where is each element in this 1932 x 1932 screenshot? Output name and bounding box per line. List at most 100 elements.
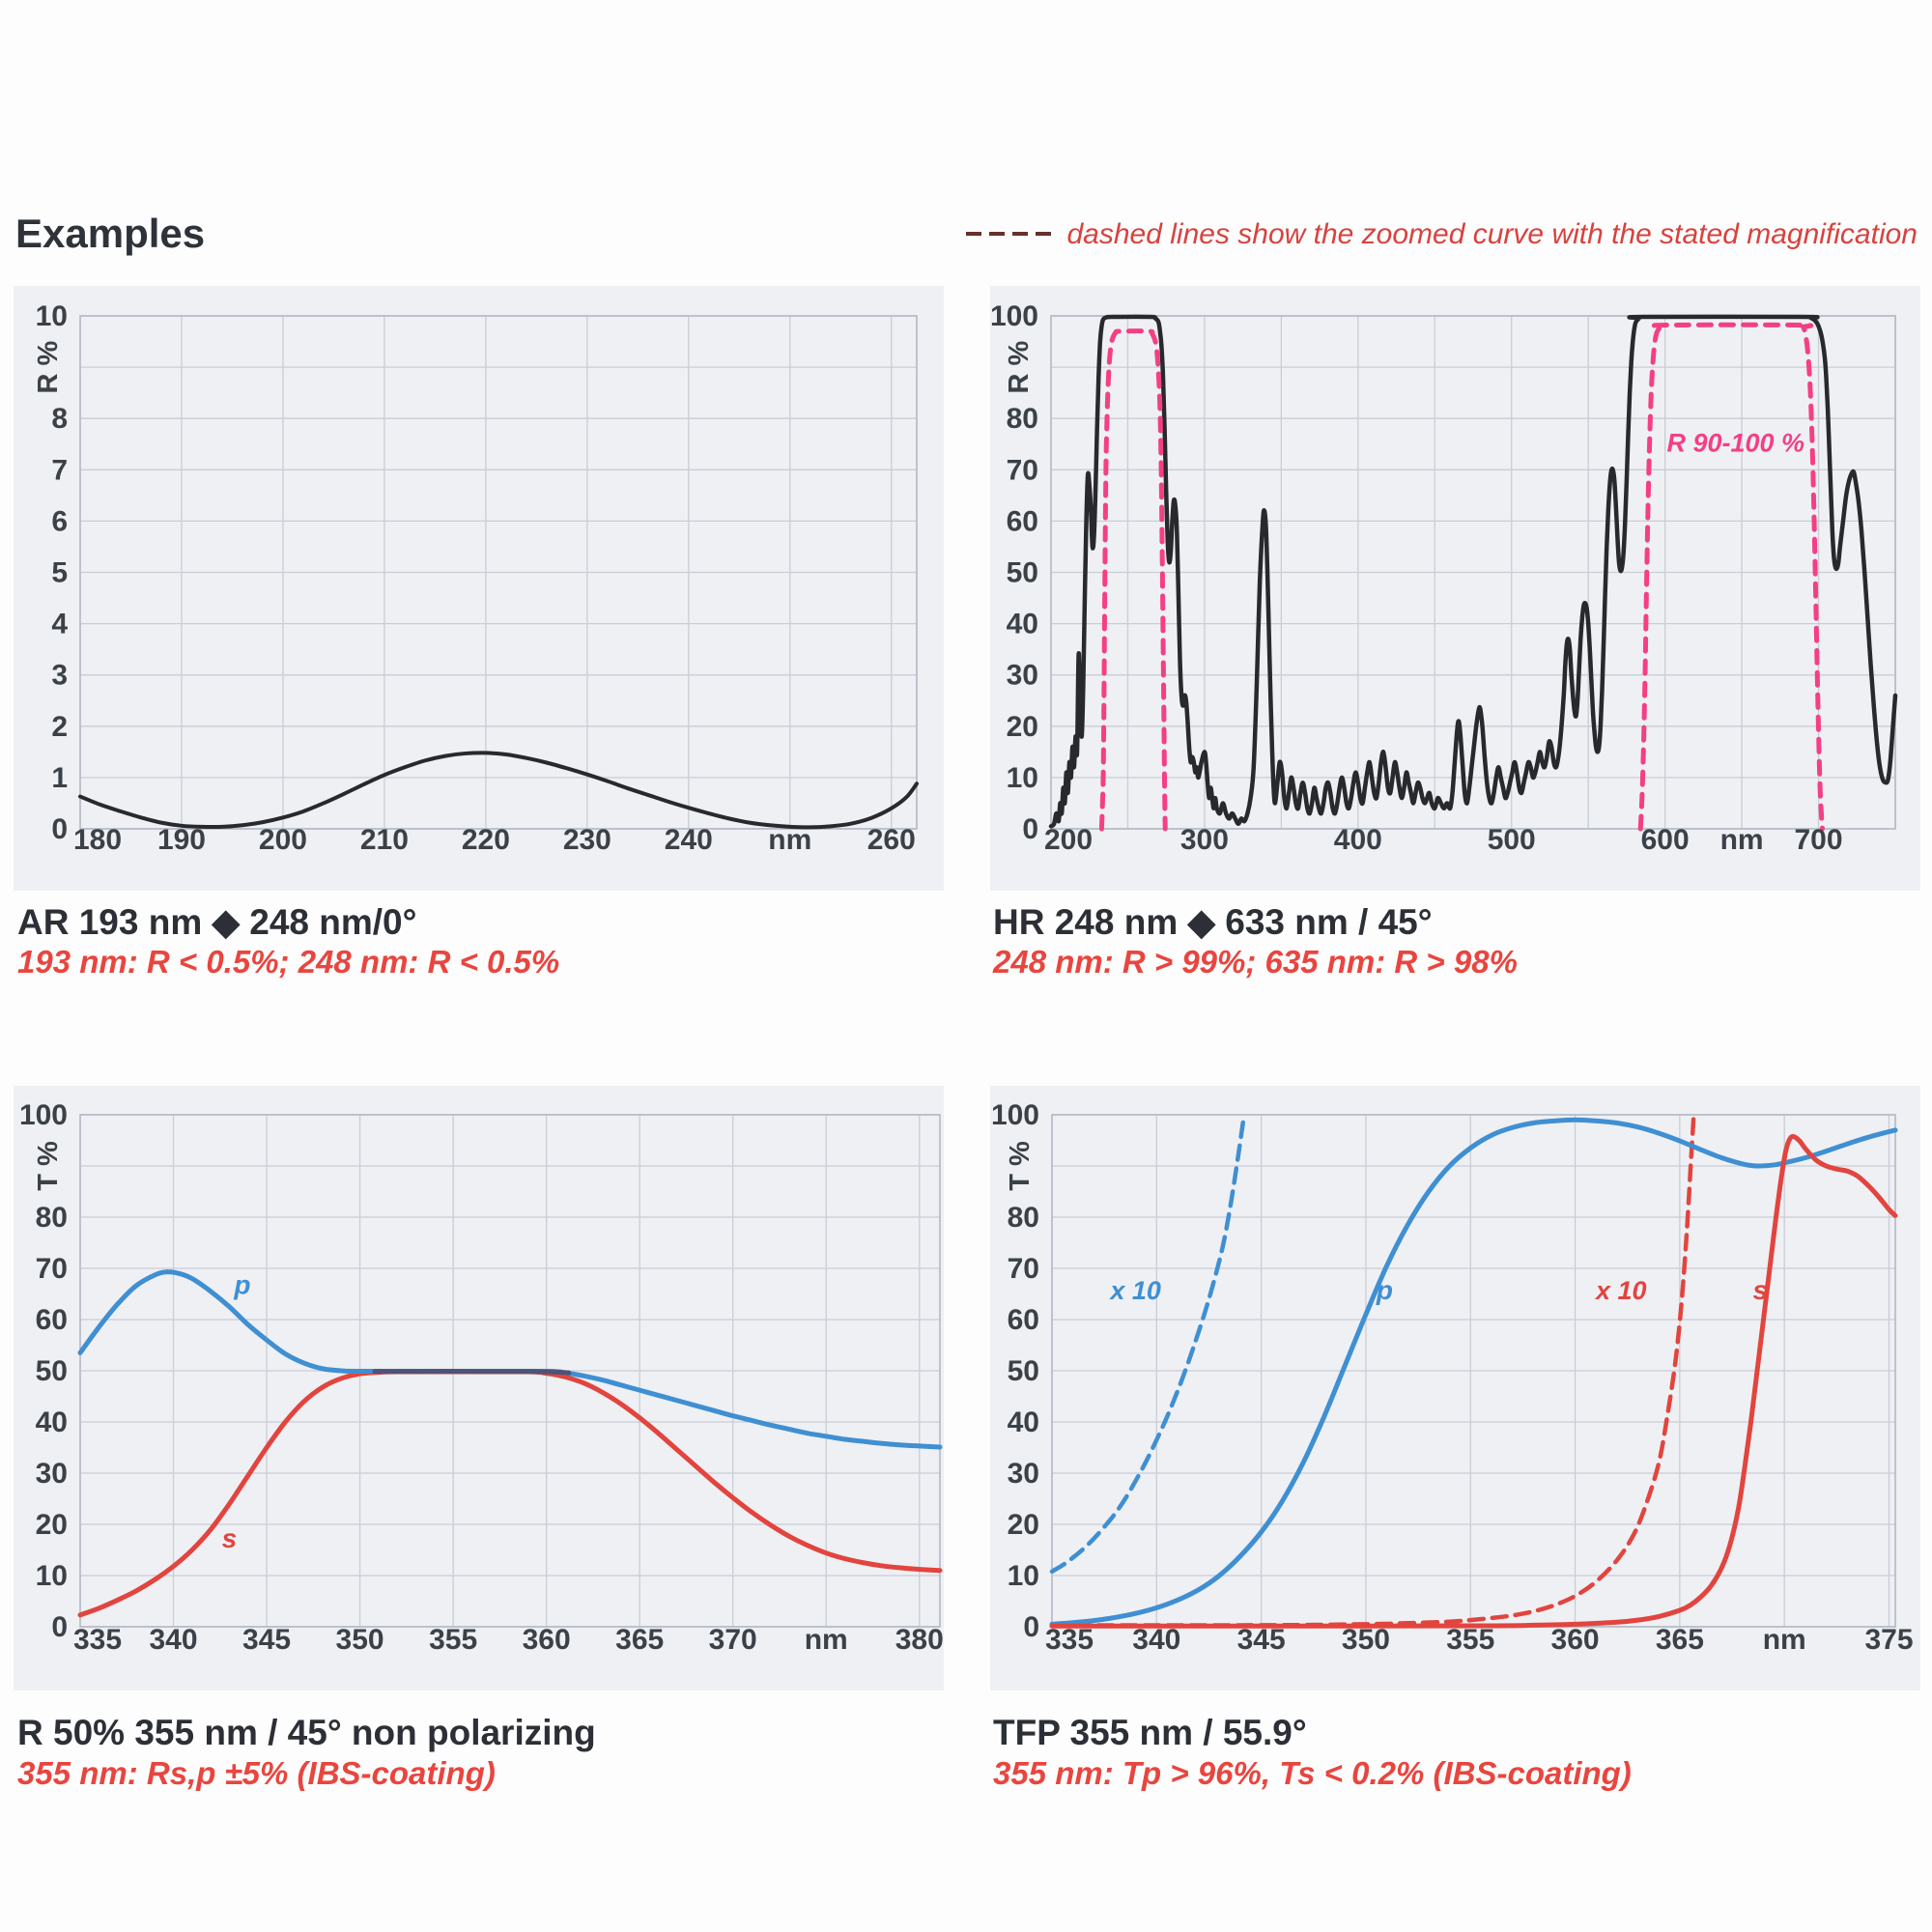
y-tick-label: 60 xyxy=(36,1304,68,1336)
x-tick-label: 300 xyxy=(1180,824,1229,856)
caption-title-npbs: R 50% 355 nm / 45° non polarizing xyxy=(17,1713,596,1752)
y-tick-label: 20 xyxy=(36,1509,68,1541)
series-p xyxy=(77,1269,943,1450)
x-tick-label: 200 xyxy=(1044,824,1093,856)
caption-title-tfp: TFP 355 nm / 55.9° xyxy=(993,1713,1307,1752)
chart-svg-1: 200 300 400 500 600 nm 700 0 10 20 30 40 50 60 70 80 100… xyxy=(990,300,1898,856)
y-tick-label: 2 xyxy=(51,711,68,743)
series-s-x10 xyxy=(1049,1112,1696,1628)
x-tick-label: 340 xyxy=(1132,1624,1180,1656)
x-tick-label: 350 xyxy=(1342,1624,1390,1656)
y-tick-label: 70 xyxy=(1008,1253,1039,1285)
x-tick-label: nm xyxy=(1763,1624,1806,1656)
curve-label-s: s xyxy=(222,1523,238,1553)
x-tick-label: 360 xyxy=(1551,1624,1600,1656)
y-tick-label: 30 xyxy=(1007,660,1038,692)
caption-spec-ar: 193 nm: R < 0.5%; 248 nm: R < 0.5% xyxy=(17,944,560,980)
x-tick-label: 345 xyxy=(1237,1624,1286,1656)
y-tick-label: 50 xyxy=(1007,557,1038,589)
legend: dashed lines show the zoomed curve with … xyxy=(964,218,1918,251)
y-tick-label: 40 xyxy=(1008,1406,1039,1438)
x-tick-label: nm xyxy=(1720,824,1764,856)
x-tick-label: 345 xyxy=(242,1624,291,1656)
series-r-zoomed-90-100- xyxy=(1098,328,1168,832)
x-tick-label: 365 xyxy=(615,1624,664,1656)
series-p xyxy=(1049,1117,1898,1627)
series-r xyxy=(1048,314,1898,829)
y-tick-label: 0 xyxy=(1023,1611,1039,1643)
x-tick-label: 200 xyxy=(259,824,307,856)
x-tick-label: 400 xyxy=(1334,824,1382,856)
y-tick-label: 60 xyxy=(1008,1304,1039,1336)
caption-spec-hr: 248 nm: R > 99%; 635 nm: R > 98% xyxy=(993,944,1518,980)
y-tick-label: 40 xyxy=(1007,609,1038,640)
y-tick-label: 50 xyxy=(36,1355,68,1387)
x-tick-label: 365 xyxy=(1656,1624,1704,1656)
x-tick-label: 500 xyxy=(1488,824,1536,856)
y-tick-label: 3 xyxy=(51,660,68,692)
series-s xyxy=(77,1369,943,1618)
chart-panel-tfp: 335 340 345 350 355 360 365 nm 375 0 10 20 30 40 50 60 7… xyxy=(990,1086,1920,1690)
y-tick-label: 6 xyxy=(51,505,68,537)
x-tick-label: 190 xyxy=(157,824,206,856)
y-axis-title: R % xyxy=(1004,340,1035,393)
x-tick-label: 700 xyxy=(1795,824,1843,856)
y-tick-label: 40 xyxy=(36,1406,68,1438)
chart-panel-ar: 180 190 200 210 220 230 240 nm 260 0 1 2 3 4 5 6 7 8 10 R % xyxy=(14,286,944,891)
dashed-line-icon xyxy=(964,226,1054,243)
series-s xyxy=(1049,1133,1898,1629)
y-tick-label: 50 xyxy=(1008,1355,1039,1387)
y-tick-label: 10 xyxy=(36,1560,68,1592)
chart-svg-2: 335 340 345 350 355 360 365 370 nm 380 0 10 20 30 40 50… xyxy=(19,1099,944,1656)
series-s-p-overlap xyxy=(372,1369,572,1376)
x-tick-label: 335 xyxy=(73,1624,122,1656)
y-tick-label: 7 xyxy=(51,454,68,486)
chart-svg-3: 335 340 345 350 355 360 365 nm 375 0 10 20 30 40 50 60 7… xyxy=(991,1099,1914,1656)
curve-label-p: p xyxy=(233,1270,250,1300)
y-axis-title: T % xyxy=(1005,1141,1036,1191)
x-tick-label: 375 xyxy=(1864,1624,1913,1656)
plot-border xyxy=(79,1114,941,1628)
x-tick-label: 230 xyxy=(563,824,611,856)
y-tick-label: 80 xyxy=(36,1202,68,1234)
plot-border xyxy=(1050,315,1896,830)
series-p-x10 xyxy=(1049,1112,1247,1575)
y-tick-label: 70 xyxy=(36,1253,68,1285)
series-r xyxy=(78,751,919,830)
y-tick-label: 20 xyxy=(1007,711,1038,743)
page-title: Examples xyxy=(15,211,206,256)
y-tick-label: 100 xyxy=(19,1099,68,1131)
x-tick-label: 335 xyxy=(1045,1624,1094,1656)
curve-label-r-90-100-: R 90-100 % xyxy=(1666,429,1804,458)
y-tick-label: 0 xyxy=(51,813,68,845)
caption-spec-npbs: 355 nm: Rs,p ±5% (IBS-coating) xyxy=(17,1755,496,1791)
y-tick-label: 80 xyxy=(1008,1202,1039,1234)
plot-border xyxy=(79,315,918,830)
y-tick-label: 0 xyxy=(1022,813,1038,845)
y-tick-label: 0 xyxy=(51,1611,68,1643)
y-tick-label: 10 xyxy=(36,300,68,332)
y-tick-label: 70 xyxy=(1007,454,1038,486)
caption-title-hr: HR 248 nm ◆ 633 nm / 45° xyxy=(993,902,1433,942)
x-tick-label: nm xyxy=(805,1624,848,1656)
x-tick-label: nm xyxy=(768,824,811,856)
chart-panel-hr: 200 300 400 500 600 nm 700 0 10 20 30 40 50 60 70 80 100… xyxy=(990,286,1920,891)
x-tick-label: 355 xyxy=(1446,1624,1494,1656)
legend-text: dashed lines show the zoomed curve with … xyxy=(1066,218,1918,250)
y-tick-label: 5 xyxy=(51,557,68,589)
chart-svg-0: 180 190 200 210 220 230 240 nm 260 0 1 2 3 4 5 6 7 8 10 R % xyxy=(33,300,919,856)
curve-label-s: s xyxy=(1752,1275,1768,1305)
x-tick-label: 370 xyxy=(709,1624,757,1656)
x-tick-label: 220 xyxy=(462,824,510,856)
x-tick-label: 340 xyxy=(149,1624,197,1656)
series-r-zoomed-90-100-band2 xyxy=(1637,322,1826,832)
y-tick-label: 10 xyxy=(1008,1560,1039,1592)
x-tick-label: 210 xyxy=(360,824,409,856)
x-tick-label: 360 xyxy=(523,1624,571,1656)
y-tick-label: 100 xyxy=(991,1099,1039,1131)
y-tick-label: 100 xyxy=(990,300,1038,332)
x-tick-label: 355 xyxy=(429,1624,477,1656)
y-tick-label: 10 xyxy=(1007,762,1038,794)
curve-label-x-10: x 10 xyxy=(1108,1276,1161,1305)
